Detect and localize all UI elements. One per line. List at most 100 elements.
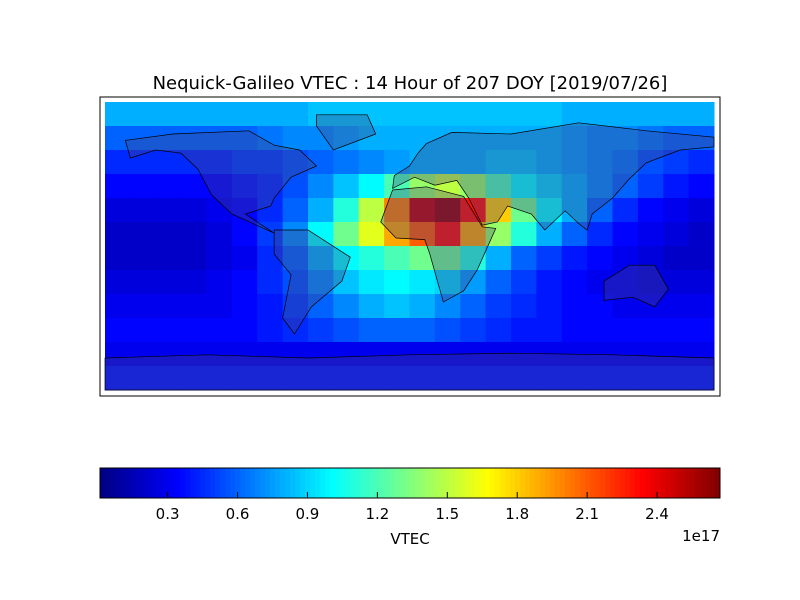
heatmap-cell (206, 294, 233, 319)
colorbar-segment (335, 468, 341, 498)
heatmap-cell (485, 294, 512, 319)
heatmap-cell (637, 150, 664, 175)
heatmap-cell (257, 366, 284, 391)
heatmap-cell (384, 366, 410, 391)
heatmap-cell (155, 126, 182, 151)
heatmap-cell (308, 102, 334, 127)
colorbar-segment (630, 468, 636, 498)
heatmap-cell (384, 294, 410, 319)
colorbar-segment (670, 468, 676, 498)
heatmap-cell (308, 174, 334, 199)
heatmap-cell (511, 246, 537, 271)
heatmap-cell (181, 246, 207, 271)
colorbar-segment (345, 468, 351, 498)
colorbar-segment (525, 468, 531, 498)
heatmap-cell (663, 198, 690, 223)
heatmap-cell (282, 174, 309, 199)
heatmap-cell (511, 294, 537, 319)
heatmap-cell (612, 174, 639, 199)
colorbar-segment (425, 468, 431, 498)
heatmap-cell (282, 318, 309, 343)
heatmap-cell (434, 198, 461, 223)
heatmap-cell (536, 294, 563, 319)
heatmap-cell (409, 222, 436, 247)
colorbar-segment (625, 468, 631, 498)
heatmap-cell (688, 294, 715, 319)
heatmap-cell (409, 126, 436, 151)
heatmap-cell (257, 294, 284, 319)
heatmap-cell (409, 366, 436, 391)
eurasia (393, 123, 714, 230)
heatmap-cell (308, 318, 334, 343)
heatmap-cell (181, 198, 207, 223)
colorbar-offset: 1e17 (682, 527, 720, 545)
heatmap-cell (257, 222, 284, 247)
heatmap-cell (105, 126, 131, 151)
heatmap-cell (384, 222, 410, 247)
colorbar-segment (190, 468, 196, 498)
heatmap-cell (612, 150, 639, 175)
heatmap-cell (105, 150, 131, 175)
heatmap-cell (155, 198, 182, 223)
heatmap-cell (511, 150, 537, 175)
heatmap-cell (536, 102, 563, 127)
colorbar-segment (370, 468, 376, 498)
heatmap-cell (333, 246, 360, 271)
colorbar-segment (375, 468, 381, 498)
colorbar-segment (380, 468, 386, 498)
colorbar-segment (665, 468, 671, 498)
heatmap-cell (460, 270, 487, 295)
heatmap-cell (231, 174, 258, 199)
heatmap-cell (434, 150, 461, 175)
heatmap-cell (485, 318, 512, 343)
heatmap-cell (257, 318, 284, 343)
colorbar-segment (450, 468, 456, 498)
colorbar-segment (560, 468, 566, 498)
heatmap-cell (181, 366, 207, 391)
colorbar-segment (545, 468, 551, 498)
heatmap-cell (460, 246, 487, 271)
heatmap-cell (206, 102, 233, 127)
heatmap-cell (587, 270, 613, 295)
colorbar-segment (395, 468, 401, 498)
heatmap-cell (460, 150, 487, 175)
colorbar-segment (440, 468, 446, 498)
heatmap-cell (688, 150, 715, 175)
colorbar (100, 468, 721, 498)
colorbar-segment (540, 468, 546, 498)
heatmap-cell (637, 366, 664, 391)
heatmap-cell (587, 102, 613, 127)
colorbar-segment (615, 468, 621, 498)
heatmap-cell (231, 246, 258, 271)
colorbar-segment (230, 468, 236, 498)
colorbar-segment (310, 468, 316, 498)
heatmap-cell (155, 318, 182, 343)
heatmap-cell (257, 246, 284, 271)
colorbar-segment (530, 468, 536, 498)
heatmap-cell (485, 342, 512, 367)
heatmap-cell (536, 126, 563, 151)
heatmap-cell (206, 174, 233, 199)
colorbar-segment (120, 468, 126, 498)
heatmap-cell (434, 270, 461, 295)
heatmap-cell (130, 318, 157, 343)
heatmap-cell (460, 366, 487, 391)
heatmap-cell (511, 366, 537, 391)
heatmap-cell (434, 294, 461, 319)
heatmap-cell (282, 270, 309, 295)
colorbar-segment (245, 468, 251, 498)
heatmap-cell (282, 342, 309, 367)
heatmap-cell (130, 222, 157, 247)
heatmap-cell (282, 246, 309, 271)
colorbar-segment (605, 468, 611, 498)
colorbar-segment (585, 468, 591, 498)
heatmap-cell (663, 246, 690, 271)
colorbar-segment (165, 468, 171, 498)
colorbar-segment (255, 468, 261, 498)
heatmap-cell (434, 102, 461, 127)
colorbar-segment (350, 468, 356, 498)
heatmap-cell (460, 174, 487, 199)
heatmap-cell (587, 174, 613, 199)
heatmap-cell (409, 270, 436, 295)
